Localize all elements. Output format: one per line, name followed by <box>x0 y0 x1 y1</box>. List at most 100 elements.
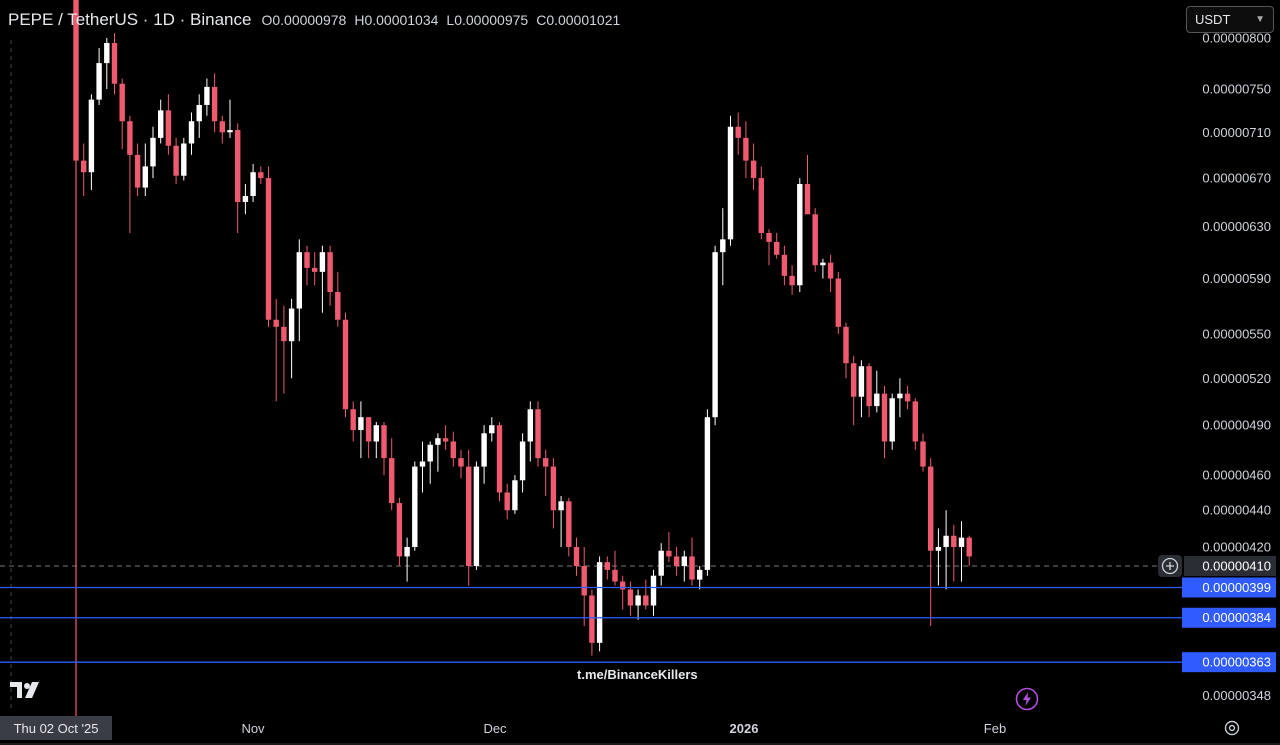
candle-body <box>758 178 764 234</box>
candle-body <box>812 214 818 266</box>
candle-body <box>265 178 272 320</box>
currency-select[interactable]: USDT ▼ <box>1186 6 1274 33</box>
candle <box>435 433 441 472</box>
level-price-badge <box>1182 607 1276 628</box>
candle-body <box>658 550 664 576</box>
candle <box>697 566 703 590</box>
chevron-down-icon: ▼ <box>1255 14 1265 25</box>
candle-body <box>489 425 495 434</box>
lightning-icon[interactable] <box>1015 687 1039 711</box>
candle <box>458 449 464 479</box>
candle-body <box>304 252 310 268</box>
candle <box>150 126 156 179</box>
candle <box>419 441 426 493</box>
tradingview-logo-icon[interactable] <box>10 681 46 699</box>
candle-body <box>242 195 249 203</box>
ohlc-high: H0.00001034 <box>354 12 439 28</box>
candle-body <box>627 589 634 606</box>
candle-body <box>104 42 110 64</box>
candle-body <box>81 160 87 173</box>
candle <box>342 312 349 418</box>
candle-body <box>720 239 726 253</box>
candle-body <box>820 262 826 266</box>
candle <box>165 94 172 155</box>
candle-body <box>827 262 834 279</box>
candle-body <box>165 110 172 146</box>
candle-body <box>966 537 972 557</box>
candle-body <box>750 160 757 179</box>
candle-body <box>596 562 603 643</box>
candle-body <box>620 581 626 590</box>
candle-body <box>496 425 503 493</box>
candle-body <box>419 461 426 467</box>
candle <box>535 401 541 467</box>
candle <box>727 115 734 246</box>
candle-body <box>543 458 549 467</box>
candle-body <box>389 458 395 504</box>
price-tick-label: 0.00000520 <box>1202 371 1271 386</box>
candle-body <box>435 438 441 445</box>
candle <box>188 112 195 155</box>
candle-body <box>712 252 718 418</box>
candle <box>920 433 926 472</box>
candle-body <box>88 99 95 173</box>
candle-body <box>134 154 141 188</box>
candle <box>650 569 657 616</box>
candle-body <box>150 137 156 167</box>
candle-body <box>866 366 872 407</box>
candle-body <box>142 166 148 188</box>
candle-body <box>789 275 795 286</box>
candle <box>620 575 626 610</box>
candle-body <box>288 308 295 342</box>
candle-body <box>843 326 849 364</box>
candle <box>481 425 487 484</box>
candle <box>96 47 102 105</box>
candle-body <box>196 104 202 122</box>
candle-body <box>204 86 210 105</box>
candle-body <box>350 409 356 431</box>
time-tick-label: Feb <box>984 721 1006 736</box>
time-tick-label: Dec <box>483 721 507 736</box>
candle <box>235 123 241 234</box>
candle <box>319 245 326 313</box>
candle-body <box>173 145 179 176</box>
candle <box>512 475 518 514</box>
candle <box>281 305 287 394</box>
settings-gear-icon[interactable] <box>1223 719 1241 737</box>
candle-body <box>504 492 510 511</box>
candle-body <box>358 417 364 431</box>
symbol-title[interactable]: PEPE / TetherUS · 1D · Binance <box>8 10 252 29</box>
candle <box>658 543 664 586</box>
candle-body <box>273 319 279 327</box>
candle-body <box>312 267 318 272</box>
candle <box>897 378 903 418</box>
price-tick-label: 0.00000590 <box>1202 271 1271 286</box>
candle <box>365 417 372 459</box>
candle <box>589 589 595 656</box>
candle <box>396 497 403 566</box>
price-tick-label: 0.00000800 <box>1202 31 1271 46</box>
candle-body <box>250 172 256 196</box>
candle-body <box>535 409 541 459</box>
candle <box>820 258 826 279</box>
plus-circle-icon <box>1161 557 1179 575</box>
candle-body <box>512 480 518 511</box>
current-price-label: 0.00000410 <box>1202 559 1271 574</box>
candle-body <box>119 83 125 122</box>
price-tick-label: 0.00000440 <box>1202 503 1271 518</box>
candle <box>643 579 649 610</box>
level-price-badge <box>1182 652 1276 673</box>
candle-body <box>743 137 749 161</box>
candle <box>88 94 95 190</box>
add-alert-button[interactable] <box>1158 555 1182 577</box>
candle <box>581 546 587 627</box>
candle-body <box>281 326 287 342</box>
candle <box>258 166 264 185</box>
candle-body <box>889 398 895 442</box>
candle-body <box>258 172 264 179</box>
candle-body <box>681 556 687 566</box>
candle-body <box>211 86 218 122</box>
candle-body <box>227 130 233 133</box>
candle-body <box>874 393 880 407</box>
